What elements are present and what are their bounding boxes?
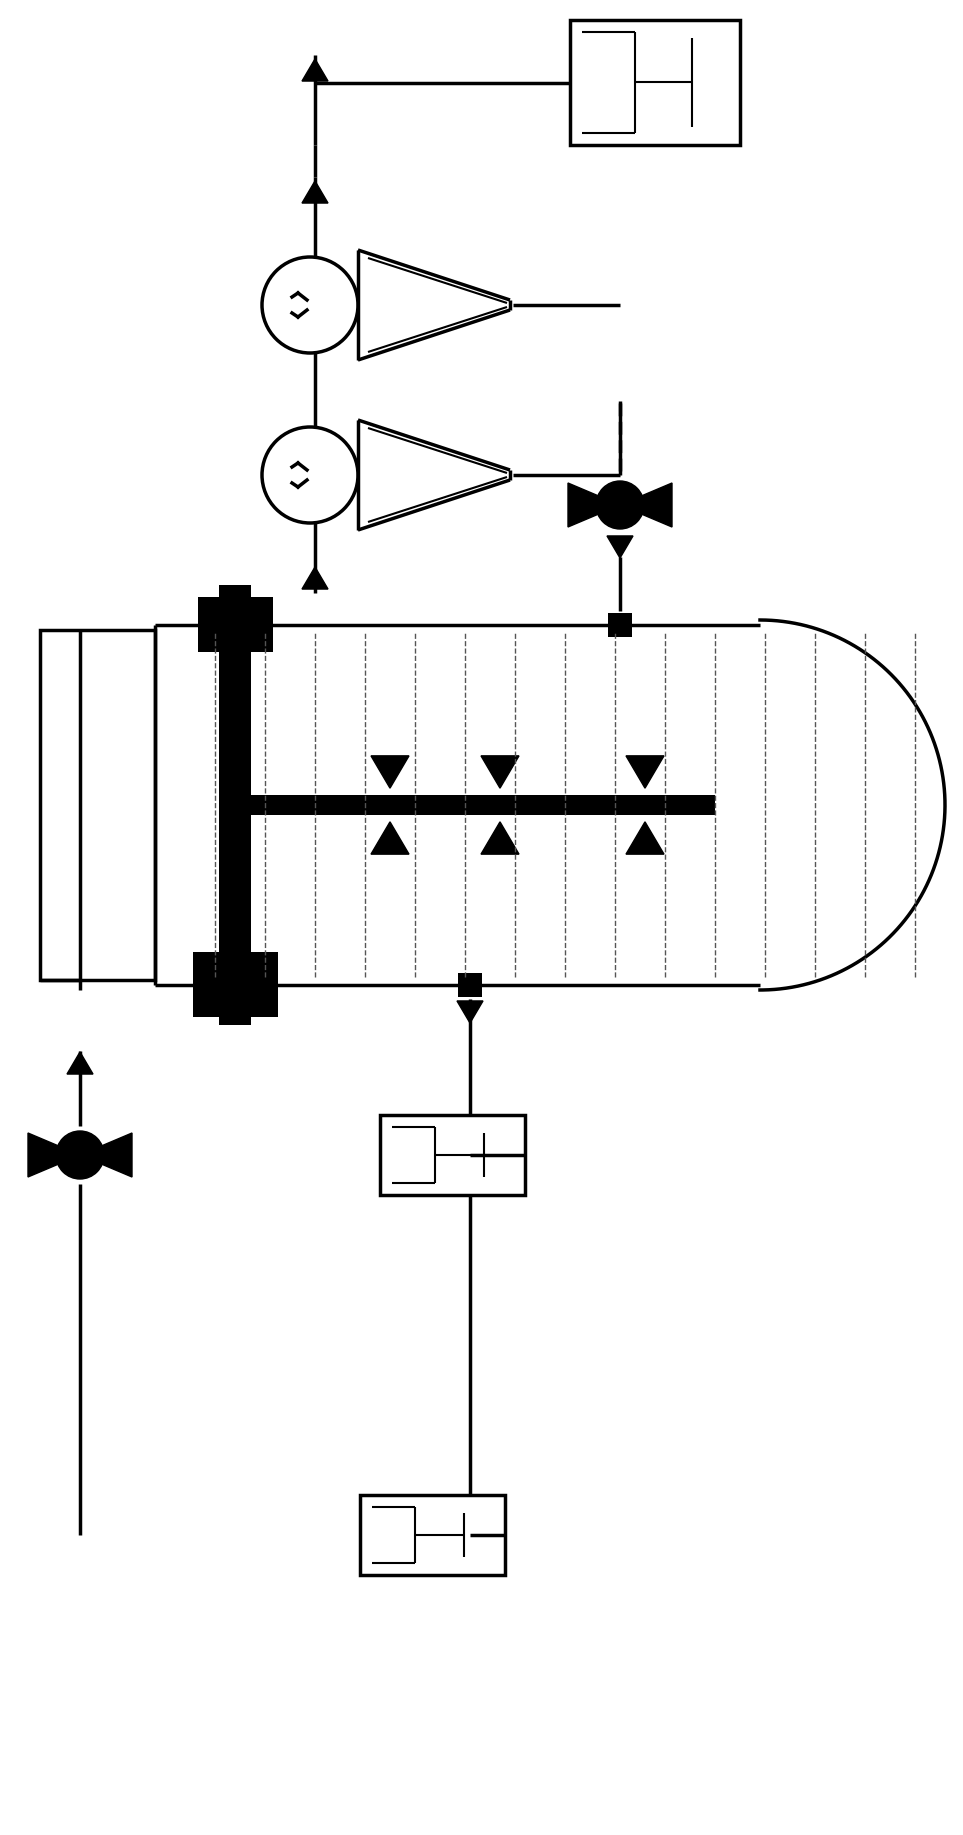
Polygon shape [67, 1051, 93, 1073]
Polygon shape [626, 822, 664, 853]
Bar [193, 952, 278, 1017]
Bar [198, 596, 273, 651]
Polygon shape [626, 756, 664, 789]
Polygon shape [457, 1000, 483, 1024]
Bar [235, 795, 715, 815]
Polygon shape [620, 483, 672, 527]
Bar [40, 629, 155, 980]
Polygon shape [371, 756, 409, 789]
Bar [458, 973, 482, 996]
Circle shape [262, 257, 358, 352]
Circle shape [56, 1130, 104, 1180]
Bar [570, 20, 740, 145]
Polygon shape [302, 567, 328, 589]
Bar [219, 585, 251, 1026]
Polygon shape [481, 756, 519, 789]
Bar [380, 1116, 525, 1195]
Circle shape [262, 428, 358, 523]
Polygon shape [607, 536, 633, 558]
Polygon shape [568, 483, 620, 527]
Polygon shape [371, 822, 409, 853]
Polygon shape [28, 1132, 80, 1176]
Bar [360, 1496, 505, 1574]
Polygon shape [80, 1132, 132, 1176]
Circle shape [596, 481, 644, 528]
Bar [608, 613, 632, 637]
Polygon shape [481, 822, 519, 853]
Polygon shape [302, 59, 328, 81]
Polygon shape [302, 182, 328, 204]
